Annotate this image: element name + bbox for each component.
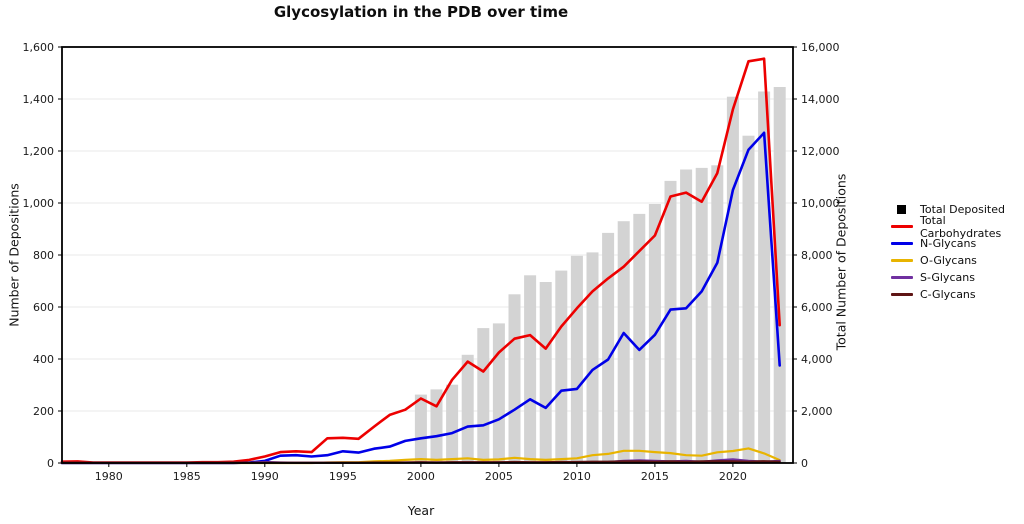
bar — [695, 167, 708, 463]
bar — [680, 169, 693, 463]
bar — [742, 135, 755, 463]
y-left-tick-label: 1,400 — [23, 93, 55, 106]
legend-swatch-line-icon — [891, 242, 913, 245]
x-tick-label: 2015 — [641, 470, 669, 483]
legend-item-c-glycans: C-Glycans — [891, 288, 1024, 301]
bar — [633, 213, 646, 463]
bar — [524, 275, 537, 463]
legend-label: Total Carbohydrates — [920, 213, 1002, 240]
y-right-tick-label: 16,000 — [801, 41, 840, 54]
bar — [586, 252, 599, 463]
legend-swatch-line-icon — [891, 276, 913, 279]
legend-label: S-Glycans — [920, 271, 975, 284]
y-left-tick-label: 600 — [33, 301, 54, 314]
y-right-tick-label: 10,000 — [801, 197, 840, 210]
y-axis-label-right: Total Number of Depositions — [833, 173, 849, 351]
y-left-tick-label: 1,600 — [23, 41, 55, 54]
legend-label: Total Deposited — [920, 203, 1005, 216]
bar — [617, 221, 630, 463]
y-right-tick-label: 4,000 — [801, 353, 833, 366]
bar — [461, 354, 474, 463]
y-axis-label-left: Number of Depositions — [6, 183, 22, 327]
y-right-tick-label: 8,000 — [801, 249, 833, 262]
y-right-tick-label: 12,000 — [801, 145, 840, 158]
y-left-tick-label: 1,000 — [23, 197, 55, 210]
legend-swatch-line-icon — [891, 293, 913, 296]
x-tick-label: 2020 — [719, 470, 747, 483]
legend-swatch-square-icon — [897, 205, 906, 214]
bar — [477, 328, 490, 463]
bar — [446, 384, 459, 463]
y-right-tick-label: 2,000 — [801, 405, 833, 418]
legend-label: O-Glycans — [920, 254, 977, 267]
legend-item-total-carbohydrates: Total Carbohydrates — [891, 214, 1024, 240]
y-left-tick-label: 0 — [47, 457, 54, 470]
y-right-tick-label: 6,000 — [801, 301, 833, 314]
bar — [508, 294, 521, 463]
y-right-tick-label: 14,000 — [801, 93, 840, 106]
bar — [414, 394, 427, 463]
legend-item-n-glycans: N-Glycans — [891, 237, 1024, 250]
legend-swatch-line-icon — [891, 259, 913, 262]
y-left-tick-label: 400 — [33, 353, 54, 366]
x-tick-label: 1985 — [173, 470, 201, 483]
legend-swatch-line-icon — [891, 225, 913, 228]
y-left-tick-label: 200 — [33, 405, 54, 418]
x-tick-label: 2005 — [485, 470, 513, 483]
legend-label: N-Glycans — [920, 237, 977, 250]
plot-border — [61, 46, 794, 464]
bar — [664, 180, 677, 463]
y-left-tick-label: 1,200 — [23, 145, 55, 158]
legend: Total Deposited Total Carbohydrates N-Glyc… — [891, 203, 1024, 301]
x-tick-label: 1995 — [329, 470, 357, 483]
bar — [430, 389, 443, 463]
chart-title: Glycosylation in the PDB over time — [273, 3, 569, 21]
bar — [773, 87, 786, 463]
x-tick-label: 2010 — [563, 470, 591, 483]
bar — [726, 96, 739, 463]
x-tick-label: 2000 — [407, 470, 435, 483]
x-tick-label: 1980 — [95, 470, 123, 483]
legend-item-total-deposited: Total Deposited — [891, 203, 1024, 216]
bar — [555, 270, 568, 463]
y-right-tick-label: 0 — [801, 457, 808, 470]
legend-item-o-glycans: O-Glycans — [891, 254, 1024, 267]
y-left-tick-label: 800 — [33, 249, 54, 262]
bar — [570, 255, 583, 463]
bar — [711, 165, 724, 464]
bars-total-deposited — [414, 87, 786, 464]
bar — [602, 232, 615, 463]
x-tick-label: 1990 — [251, 470, 279, 483]
legend-label: C-Glycans — [920, 288, 976, 301]
bar — [539, 282, 552, 463]
bar — [492, 323, 505, 463]
x-axis-label: Year — [407, 503, 435, 518]
legend-item-s-glycans: S-Glycans — [891, 271, 1024, 284]
